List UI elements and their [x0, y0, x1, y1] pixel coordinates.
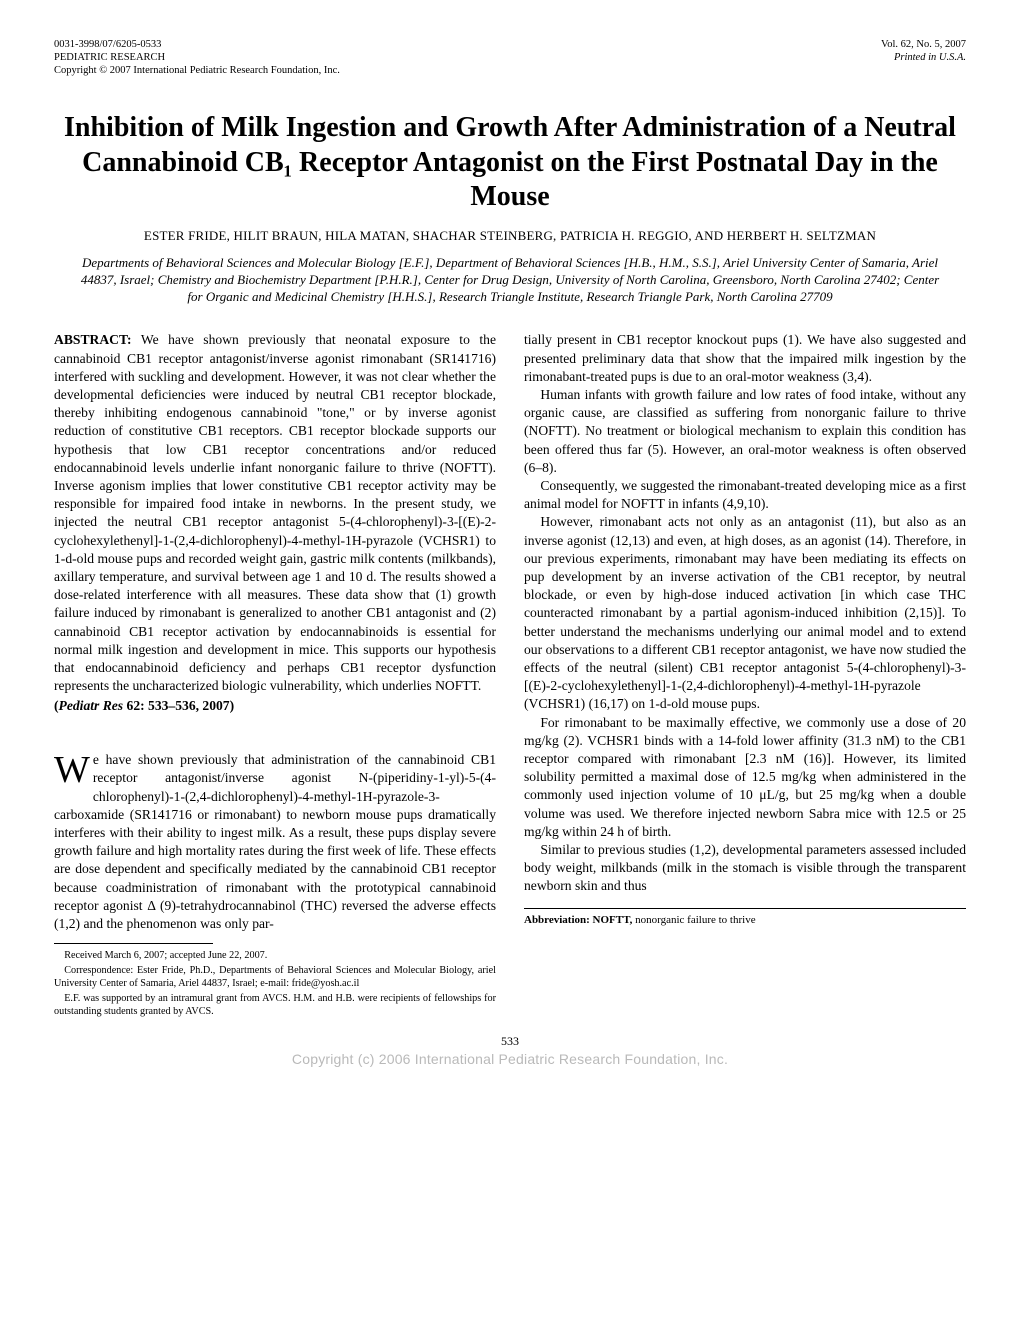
abbrev-text: nonorganic failure to thrive [632, 914, 755, 926]
footnotes-block: Received March 6, 2007; accepted June 22… [54, 949, 496, 1018]
body-right-p6: Similar to previous studies (1,2), devel… [524, 841, 966, 896]
header-left: 0031-3998/07/6205-0533 PEDIATRIC RESEARC… [54, 38, 340, 77]
body-right-p1: tially present in CB1 receptor knockout … [524, 331, 966, 386]
copyright-line: Copyright © 2007 International Pediatric… [54, 64, 340, 77]
printed-in: Printed in U.S.A. [881, 51, 966, 64]
article-title: Inhibition of Milk Ingestion and Growth … [64, 111, 956, 213]
footnote-support: E.F. was supported by an intramural gran… [54, 992, 496, 1018]
header-right: Vol. 62, No. 5, 2007 Printed in U.S.A. [881, 38, 966, 77]
spacer [54, 729, 496, 751]
body-right-p2: Human infants with growth failure and lo… [524, 386, 966, 477]
body-right-p5: For rimonabant to be maximally effective… [524, 714, 966, 841]
journal-code: 0031-3998/07/6205-0533 [54, 38, 340, 51]
page-number: 533 [54, 1034, 966, 1049]
abbrev-separator-top [524, 908, 966, 909]
footnote-separator [54, 943, 213, 944]
abstract-paragraph: ABSTRACT: We have shown previously that … [54, 331, 496, 695]
abstract-ref-journal: Pediatr Res [59, 698, 124, 713]
journal-name: PEDIATRIC RESEARCH [54, 51, 340, 64]
abbreviation-box: Abbreviation: NOFTT, nonorganic failure … [524, 908, 966, 928]
footnote-received: Received March 6, 2007; accepted June 22… [54, 949, 496, 962]
abstract-ref-rest: 62: 533–536, 2007) [127, 698, 235, 713]
abbrev-label: Abbreviation: NOFTT, [524, 914, 632, 926]
body-right-p3: Consequently, we suggested the rimonaban… [524, 477, 966, 513]
two-column-body: ABSTRACT: We have shown previously that … [54, 331, 966, 1020]
watermark-copyright: Copyright (c) 2006 International Pediatr… [54, 1051, 966, 1067]
footnote-correspondence: Correspondence: Ester Fride, Ph.D., Depa… [54, 964, 496, 990]
page-container: 0031-3998/07/6205-0533 PEDIATRIC RESEARC… [0, 0, 1020, 1087]
body-left-p1: We have shown previously that administra… [54, 751, 496, 933]
volume-issue: Vol. 62, No. 5, 2007 [881, 38, 966, 51]
affiliations: Departments of Behavioral Sciences and M… [72, 254, 948, 305]
abstract-text: We have shown previously that neonatal e… [54, 332, 496, 693]
abstract-label: ABSTRACT: [54, 332, 132, 347]
abstract-citation: (Pediatr Res 62: 533–536, 2007) [54, 697, 496, 715]
body-right-p4: However, rimonabant acts not only as an … [524, 513, 966, 713]
left-column: ABSTRACT: We have shown previously that … [54, 331, 496, 1020]
right-column: tially present in CB1 receptor knockout … [524, 331, 966, 1020]
running-header: 0031-3998/07/6205-0533 PEDIATRIC RESEARC… [54, 38, 966, 77]
authors-line: ESTER FRIDE, HILIT BRAUN, HILA MATAN, SH… [54, 228, 966, 244]
